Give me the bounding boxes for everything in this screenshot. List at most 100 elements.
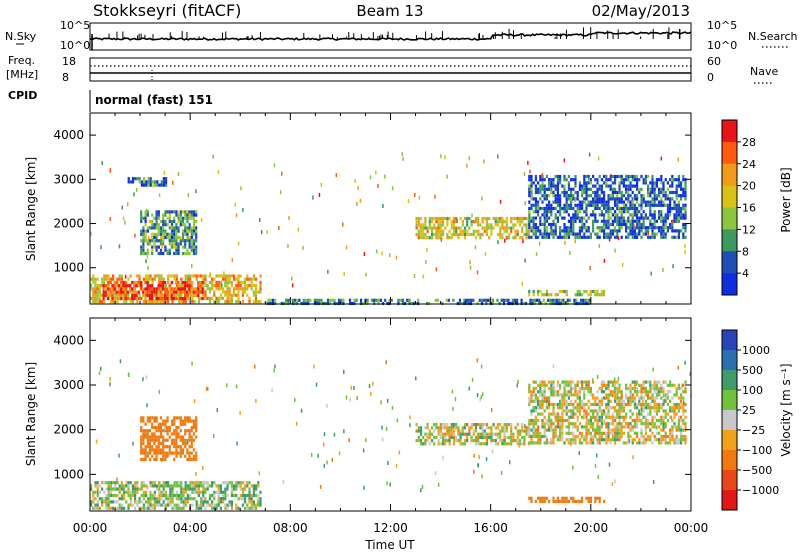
heatmap-cell — [614, 415, 617, 419]
heatmap-cell — [627, 434, 630, 439]
heatmap-cell — [188, 251, 191, 256]
heatmap-cell — [418, 195, 421, 200]
heatmap-cell — [631, 174, 634, 179]
heatmap-cell — [614, 409, 617, 413]
heatmap-cell — [228, 280, 231, 284]
heatmap-cell — [239, 280, 242, 284]
heatmap-cell — [122, 284, 125, 288]
heatmap-cell — [255, 284, 258, 288]
heatmap-cell — [90, 284, 93, 288]
heatmap-cell — [107, 506, 110, 510]
heatmap-cell — [146, 429, 149, 433]
heatmap-cell — [653, 184, 656, 188]
heatmap-cell — [107, 503, 110, 507]
heatmap-cell — [644, 203, 647, 207]
heatmap-cell — [528, 434, 531, 439]
heatmap-cell — [653, 187, 656, 191]
heatmap-cell — [585, 438, 588, 442]
heatmap-cell — [175, 441, 178, 446]
heatmap-cell — [627, 219, 630, 223]
heatmap-cell — [631, 200, 634, 204]
heatmap-cell — [250, 493, 253, 498]
heatmap-cell — [671, 181, 674, 185]
heatmap-cell — [651, 187, 654, 191]
heatmap-cell — [556, 438, 559, 442]
heatmap-cell — [181, 438, 185, 442]
heatmap-cell — [631, 235, 634, 239]
heatmap-cell — [439, 216, 442, 221]
heatmap-cell — [222, 290, 225, 294]
heatmap-cell — [552, 434, 555, 439]
heatmap-cell — [127, 503, 130, 507]
colorbar-segment — [722, 370, 737, 391]
heatmap-cell — [598, 213, 601, 217]
heatmap-cell — [151, 416, 154, 420]
heatmap-cell — [530, 181, 533, 185]
heatmap-cell — [649, 226, 652, 230]
heatmap-cell — [125, 490, 128, 494]
heatmap-cell — [662, 190, 665, 195]
heatmap-cell — [381, 425, 383, 430]
heatmap-cell — [92, 497, 95, 501]
heatmap-cell — [629, 203, 632, 207]
heatmap-cell — [589, 431, 592, 435]
heatmap-cell — [137, 297, 140, 301]
heatmap-cell — [625, 393, 628, 397]
heatmap-cell — [545, 441, 548, 445]
heatmap-cell — [543, 232, 546, 236]
heatmap-cell — [241, 300, 244, 304]
heatmap-cell — [565, 380, 568, 384]
heatmap-cell — [555, 298, 558, 302]
heatmap-cell — [684, 434, 687, 439]
heatmap-cell — [583, 184, 586, 188]
heatmap-cell — [466, 229, 469, 233]
heatmap-cell — [662, 229, 665, 233]
heatmap-cell — [140, 210, 143, 214]
heatmap-cell — [539, 393, 542, 397]
heatmap-cell — [660, 187, 663, 191]
heatmap-cell — [179, 438, 182, 442]
heatmap-cell — [246, 484, 249, 488]
heatmap-cell — [539, 441, 542, 445]
heatmap-cell — [598, 438, 601, 442]
heatmap-cell — [477, 442, 480, 446]
heatmap-cell — [175, 432, 178, 436]
heatmap-cell — [107, 290, 110, 294]
heatmap-cell — [629, 383, 632, 387]
heatmap-cell — [644, 390, 647, 394]
heatmap-cell — [677, 216, 680, 220]
heatmap-cell — [618, 386, 621, 391]
heatmap-cell — [217, 497, 220, 501]
heatmap-cell — [598, 399, 601, 403]
heatmap-cell — [105, 506, 108, 510]
heatmap-cell — [175, 274, 178, 278]
heatmap-cell — [633, 418, 636, 423]
heatmap-cell — [569, 250, 571, 255]
heatmap-cell — [142, 287, 145, 291]
heatmap-cell — [516, 229, 519, 233]
heatmap-cell — [457, 439, 460, 443]
heatmap-cell — [103, 497, 106, 501]
heatmap-cell — [387, 461, 389, 465]
heatmap-cell — [151, 432, 154, 436]
heatmap-cell — [673, 412, 676, 416]
heatmap-cell — [620, 431, 623, 435]
heatmap-cell — [490, 226, 493, 230]
heatmap-cell — [483, 298, 486, 302]
x-tick-label: 20:00 — [574, 521, 609, 535]
heatmap-cell — [607, 210, 610, 214]
heatmap-cell — [539, 431, 542, 435]
heatmap-cell — [173, 242, 176, 246]
heatmap-cell — [527, 229, 530, 233]
heatmap-cell — [675, 213, 678, 217]
heatmap-cell — [202, 493, 205, 498]
heatmap-cell — [228, 274, 231, 278]
heatmap-cell — [107, 487, 110, 491]
heatmap-cell — [144, 451, 147, 455]
heatmap-cell — [144, 445, 147, 449]
heatmap-cell — [567, 409, 570, 413]
heatmap-cell — [202, 500, 205, 504]
heatmap-cell — [158, 274, 160, 279]
heatmap-cell — [463, 432, 467, 436]
heatmap-cell — [204, 280, 207, 284]
